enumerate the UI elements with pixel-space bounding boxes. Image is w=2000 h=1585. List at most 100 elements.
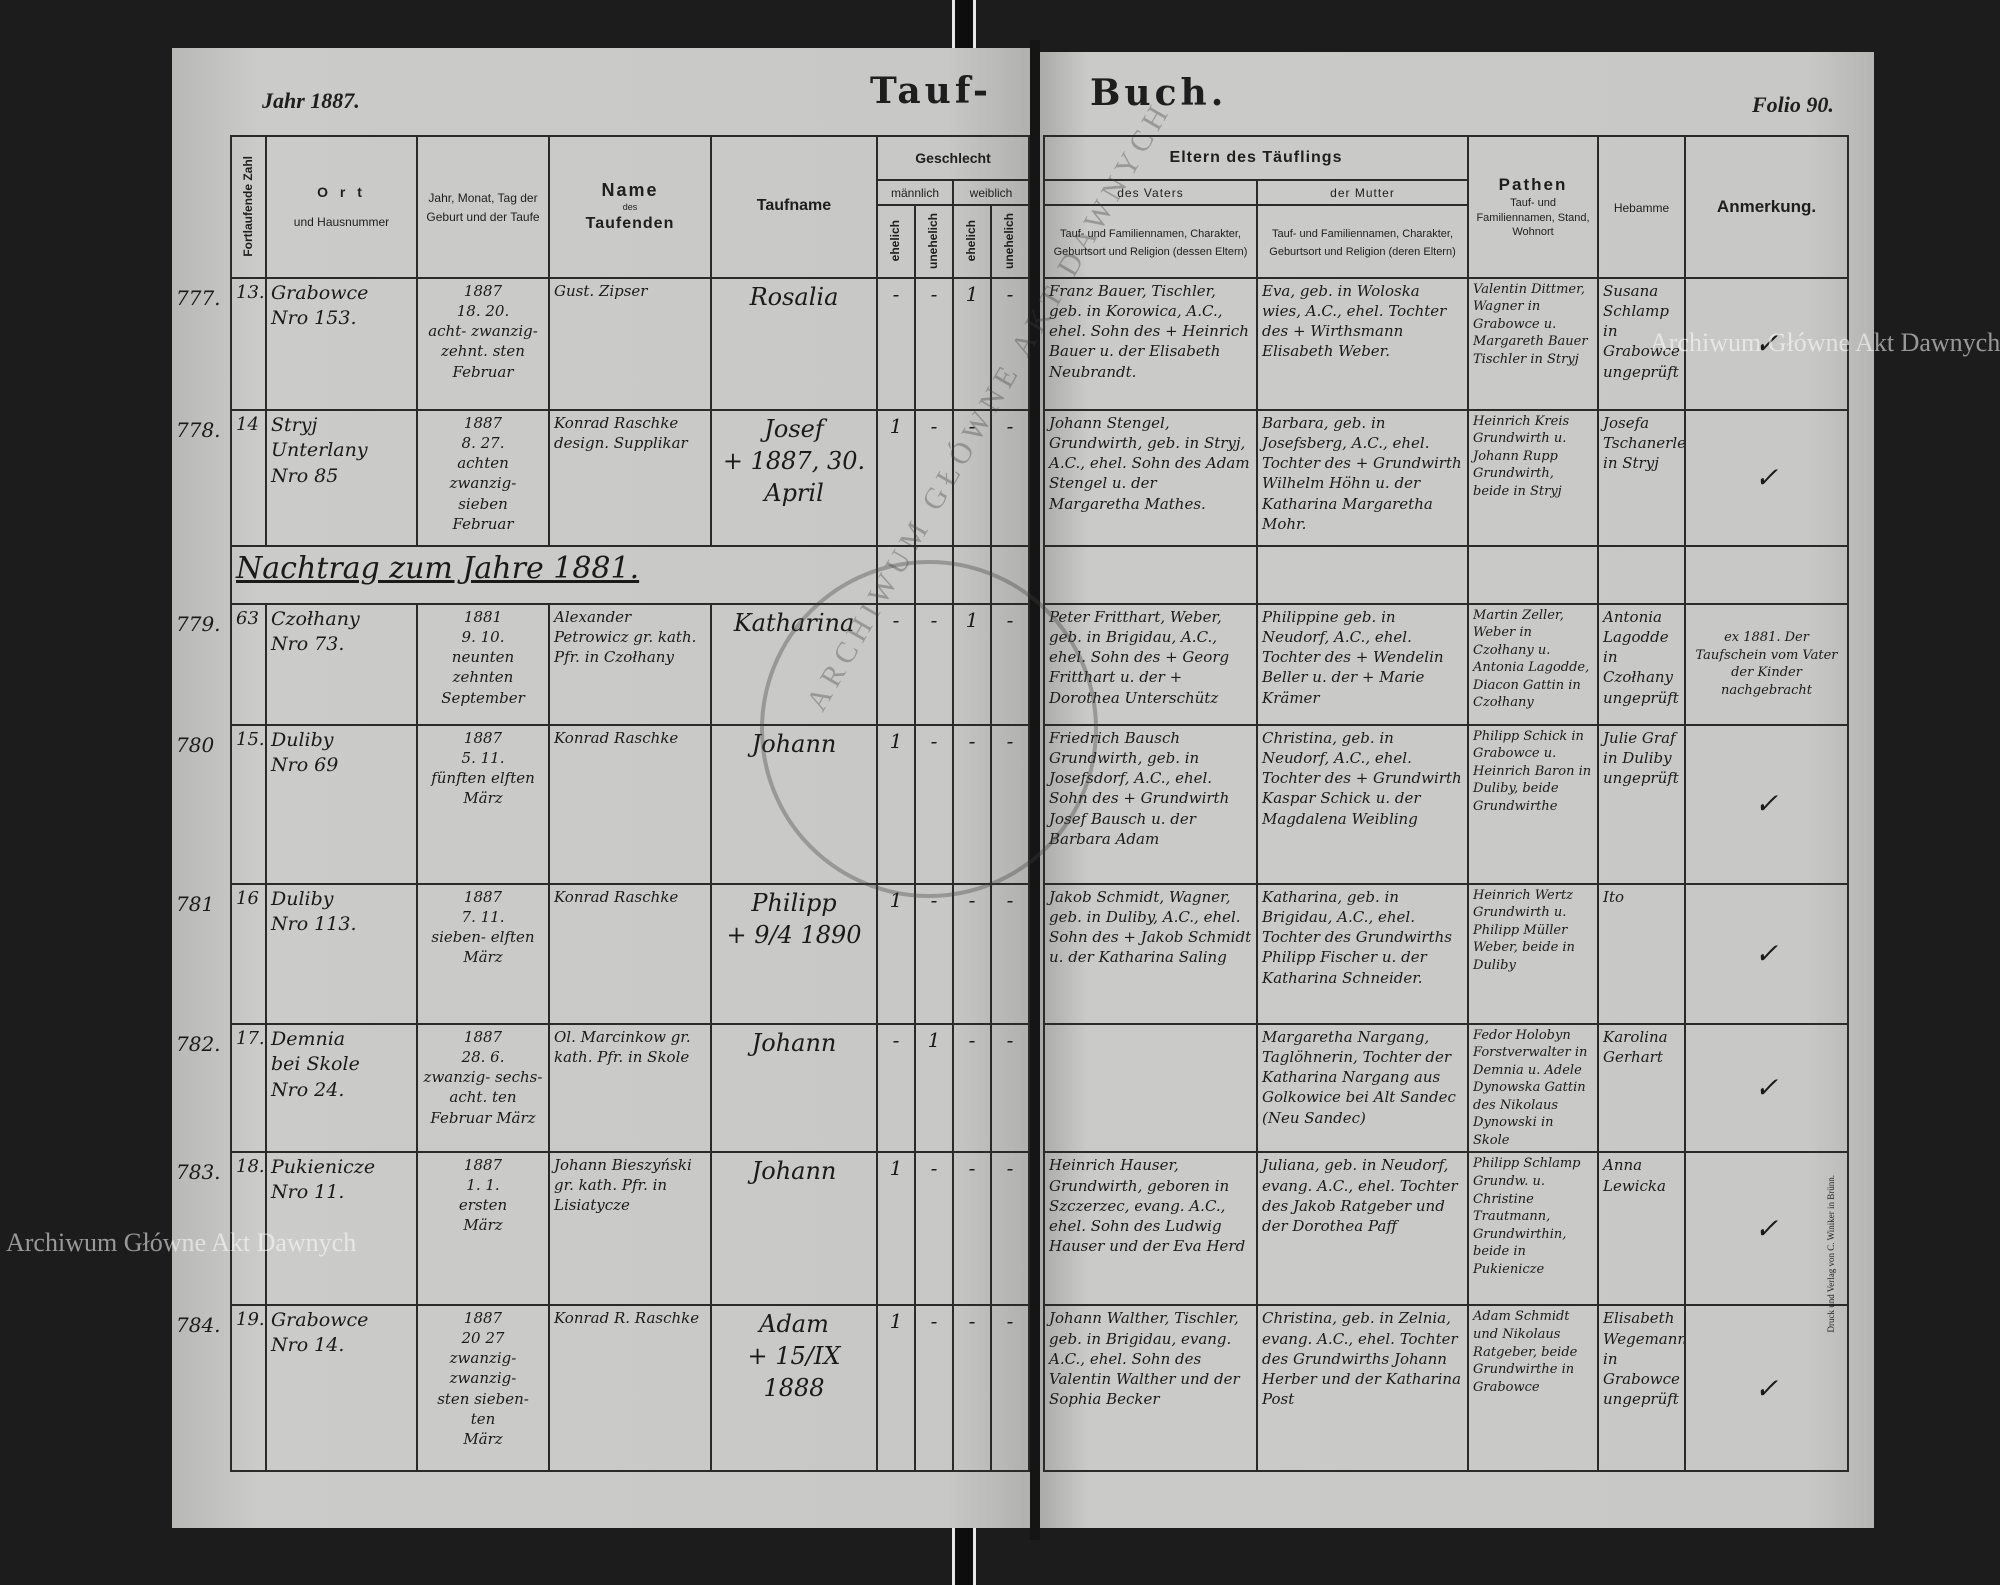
col-w-ehelich: ehelich: [952, 203, 992, 279]
remark: ✓: [1684, 1022, 1850, 1154]
title-right: Buch.: [1090, 72, 1228, 114]
father-details: Friedrich Bausch Grundwirth, geb. in Jos…: [1043, 723, 1258, 885]
place-house-number: Pukienicze Nro 11.: [265, 1150, 418, 1306]
birth-baptism-date: 1887 1. 1. ersten März: [416, 1150, 550, 1306]
male-illegitimate: -: [914, 1150, 954, 1306]
col-mutter: der Mutter: [1255, 179, 1470, 206]
empty-cell: [1684, 544, 1850, 605]
female-legitimate: 1: [952, 276, 992, 411]
empty-cell: [1467, 544, 1600, 605]
year-label: Jahr 1887.: [262, 88, 360, 113]
col-taufname: Taufname: [710, 135, 878, 279]
mother-details: Christina, geb. in Neudorf, A.C., ehel. …: [1255, 723, 1470, 885]
godparents: Heinrich Kreis Grundwirth u. Johann Rupp…: [1467, 408, 1600, 547]
baptismal-name: Johann: [710, 1150, 878, 1306]
birth-baptism-date: 1887 20 27 zwanzig- zwanzig- sten sieben…: [416, 1303, 550, 1472]
register-table-right: Eltern des Täuflings Pathen Tauf- und Fam…: [1042, 135, 1850, 1473]
place-house-number: Czołhany Nro 73.: [265, 602, 418, 726]
table-row: Johann Stengel, Grundwirth, geb. in Stry…: [1043, 408, 1850, 547]
male-illegitimate: -: [914, 276, 954, 411]
midwife: Ito: [1597, 882, 1687, 1025]
mother-details: Katharina, geb. in Brigidau, A.C., ehel.…: [1255, 882, 1470, 1025]
baptizer-name: Johann Bieszyński gr. kath. Pfr. in Lisi…: [548, 1150, 712, 1306]
midwife: Elisabeth Wegemann in Grabowce ungeprüft: [1597, 1304, 1687, 1473]
title-left: Tauf-: [870, 70, 992, 112]
col-vater-desc: Tauf- und Familiennamen, Charakter, Gebu…: [1043, 203, 1258, 279]
place-house-number: Duliby Nro 69: [265, 723, 418, 885]
entry-number: 15.: [230, 723, 267, 885]
table-row: 19. Grabowce Nro 14. 1887 20 27 zwanzig- z…: [230, 1303, 1031, 1472]
table-row: 14 Stryj Unterlany Nro 85 1887 8. 27. acht…: [230, 408, 1031, 547]
place-house-number: Stryj Unterlany Nro 85: [265, 408, 418, 547]
register-number: 783.: [176, 1160, 221, 1184]
empty-cell: [1597, 544, 1687, 605]
col-weiblich: weiblich: [951, 179, 1031, 206]
female-legitimate: -: [952, 1150, 992, 1306]
remark: ✓: [1684, 882, 1850, 1025]
female-legitimate: -: [952, 882, 992, 1025]
register-number: 777.: [176, 286, 221, 310]
entry-number: 16: [230, 882, 267, 1025]
col-vater: des Vaters: [1043, 179, 1258, 206]
col-datum: Jahr, Monat, Tag der Geburt und der Tauf…: [416, 135, 550, 279]
male-illegitimate: 1: [914, 1022, 954, 1153]
birth-baptism-date: 1887 18. 20. acht- zwanzig- zehnt. sten …: [416, 276, 550, 411]
watermark-right: Archiwum Główne Akt Dawnych: [1650, 328, 2000, 357]
godparents: Heinrich Wertz Grundwirth u. Philipp Mül…: [1467, 882, 1600, 1025]
table-row: 13. Grabowce Nro 153. 1887 18. 20. acht- z…: [230, 276, 1031, 411]
female-illegitimate: -: [989, 882, 1031, 1025]
baptizer-name: Konrad R. Raschke: [548, 1303, 712, 1472]
table-row: 18. Pukienicze Nro 11. 1887 1. 1. ersten M…: [230, 1150, 1031, 1306]
mother-details: Philippine geb. in Neudorf, A.C., ehel. …: [1255, 602, 1470, 726]
table-row: Peter Fritthart, Weber, geb. in Brigidau…: [1043, 602, 1850, 726]
table-row: Friedrich Bausch Grundwirth, geb. in Jos…: [1043, 723, 1850, 885]
father-details: Johann Stengel, Grundwirth, geb. in Stry…: [1043, 408, 1258, 547]
father-details: Franz Bauer, Tischler, geb. in Korowica,…: [1043, 276, 1258, 411]
register-number: 779.: [176, 612, 221, 636]
father-details: [1043, 1022, 1258, 1154]
register-number: 781: [176, 892, 215, 916]
mother-details: Christina, geb. in Zelnia, evang. A.C., …: [1255, 1304, 1470, 1473]
godparents: Adam Schmidt und Nikolaus Ratgeber, beid…: [1467, 1304, 1600, 1473]
male-legitimate: -: [876, 1022, 916, 1153]
male-illegitimate: -: [914, 1303, 954, 1472]
mother-details: Barbara, geb. in Josefsberg, A.C., ehel.…: [1255, 408, 1470, 547]
remark: ✓: [1684, 1151, 1850, 1307]
male-legitimate: 1: [876, 1303, 916, 1472]
baptismal-name: Philipp + 9/4 1890: [710, 882, 878, 1025]
birth-baptism-date: 1881 9. 10. neunten zehnten September: [416, 602, 550, 726]
binding-thread: [952, 1528, 976, 1585]
col-maennlich: männlich: [876, 179, 954, 206]
remark: ex 1881. Der Taufschein vom Vater der Ki…: [1684, 602, 1850, 726]
col-mutter-desc: Tauf- und Familiennamen, Charakter, Gebu…: [1255, 203, 1470, 279]
nachtrag-note: Nachtrag zum Jahre 1881.: [230, 544, 878, 605]
empty-cell: [1255, 544, 1470, 605]
father-details: Johann Walther, Tischler, geb. in Brigid…: [1043, 1304, 1258, 1473]
baptizer-name: Konrad Raschke design. Supplikar: [548, 408, 712, 547]
male-legitimate: 1: [876, 1150, 916, 1306]
entry-number: 63: [230, 602, 267, 726]
midwife: Karolina Gerhart: [1597, 1022, 1687, 1154]
baptizer-name: Konrad Raschke: [548, 882, 712, 1025]
midwife: Julie Graf in Duliby ungeprüft: [1597, 723, 1687, 885]
entry-number: 14: [230, 408, 267, 547]
baptizer-name: Alexander Petrowicz gr. kath. Pfr. in Cz…: [548, 602, 712, 726]
female-illegitimate: -: [989, 276, 1031, 411]
midwife: Antonia Lagodde in Czołhany ungeprüft: [1597, 602, 1687, 726]
godparents: Valentin Dittmer, Wagner in Grabowce u. …: [1467, 276, 1600, 411]
table-row: Johann Walther, Tischler, geb. in Brigid…: [1043, 1304, 1850, 1473]
col-pathen: Pathen Tauf- und Familiennamen, Stand, Wo…: [1467, 135, 1600, 279]
col-m-unehelich: unehelich: [914, 203, 954, 279]
mother-details: Margaretha Nargang, Taglöhnerin, Tochter…: [1255, 1022, 1470, 1154]
archive-stamp: [760, 560, 1098, 898]
birth-baptism-date: 1887 28. 6. zwanzig- sechs- acht. ten Fe…: [416, 1022, 550, 1153]
col-anmerkung: Anmerkung.: [1684, 135, 1850, 279]
remark: ✓: [1684, 408, 1850, 547]
place-house-number: Grabowce Nro 153.: [265, 276, 418, 411]
remark: ✓: [1684, 276, 1850, 411]
godparents: Fedor Holobyn Forstverwalter in Demnia u…: [1467, 1022, 1600, 1154]
godparents: Philipp Schlamp Grundw. u. Christine Tra…: [1467, 1151, 1600, 1307]
register-number: 780: [176, 733, 215, 757]
baptismal-name: Adam + 15/IX 1888: [710, 1303, 878, 1472]
entry-number: 13.: [230, 276, 267, 411]
